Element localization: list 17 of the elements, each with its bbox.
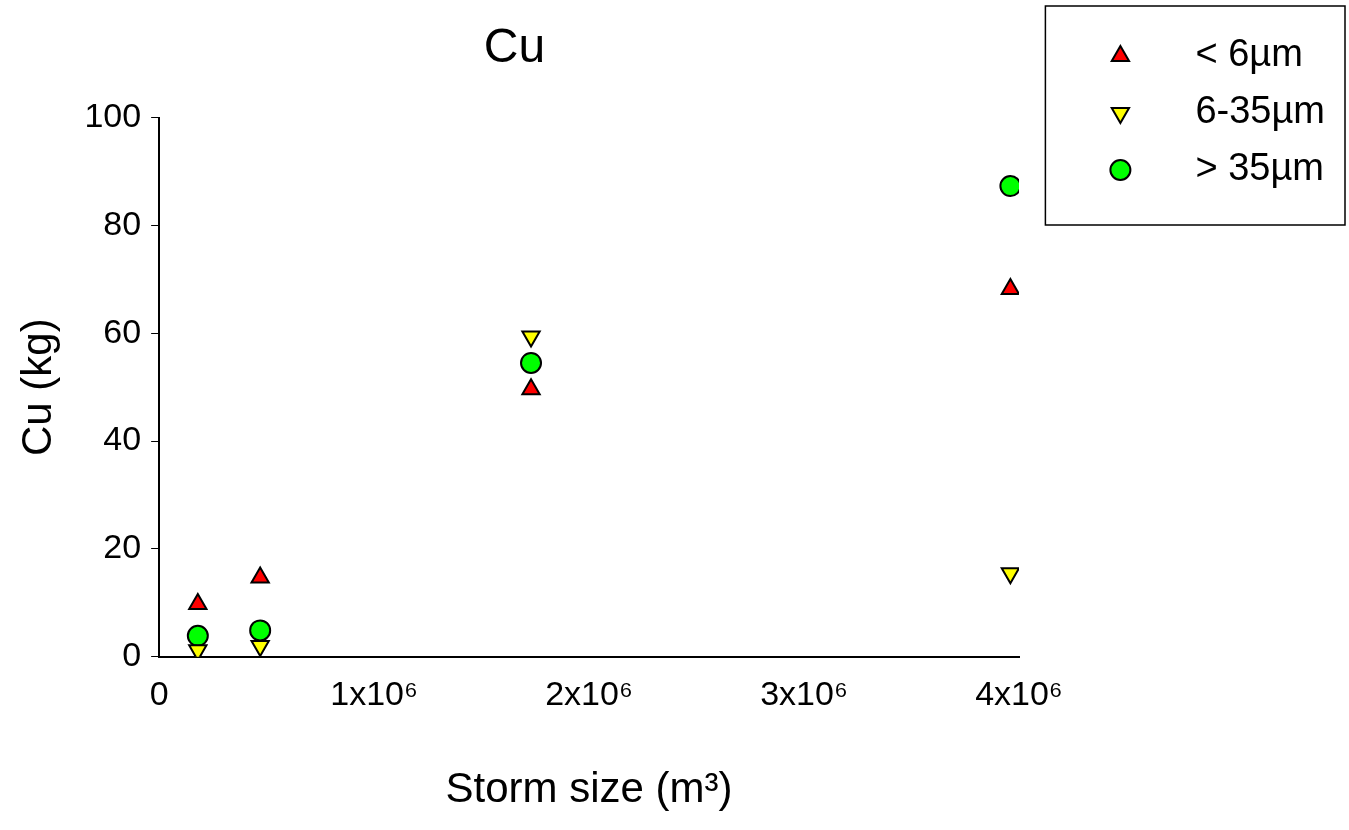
legend-label: > 35µm	[1195, 146, 1324, 189]
y-tick-label: 60	[103, 311, 142, 350]
y-tick-label: 40	[103, 419, 142, 458]
y-tick-label: 80	[103, 203, 142, 242]
legend-label: 6-35µm	[1195, 89, 1325, 132]
x-tick-label: 0	[149, 673, 169, 712]
x-tick-label: 3x10⁶	[760, 673, 848, 712]
legend-label: < 6µm	[1195, 32, 1303, 75]
y-axis-title: Cu (kg)	[12, 318, 60, 457]
x-axis-title: Storm size (m³)	[445, 764, 733, 812]
x-tick-label: 1x10⁶	[330, 673, 418, 712]
y-tick-label: 0	[122, 635, 142, 674]
x-tick-label: 4x10⁶	[975, 673, 1063, 712]
y-tick-label: 20	[103, 527, 142, 566]
x-tick-label: 2x10⁶	[545, 673, 633, 712]
chart-title: Cu	[483, 19, 546, 73]
y-tick-label: 100	[84, 95, 142, 134]
